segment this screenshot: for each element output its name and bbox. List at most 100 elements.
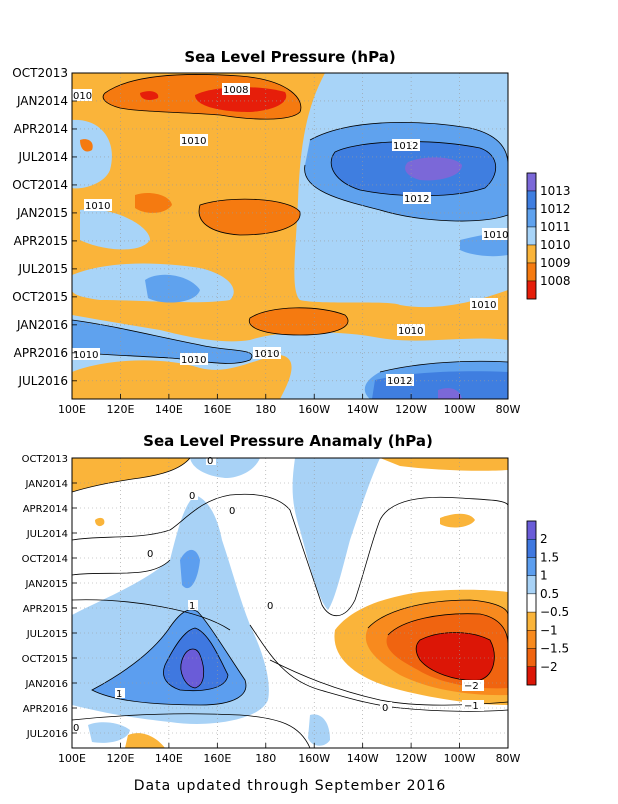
x-tick-label: 120E [106, 752, 134, 765]
x-tick-label: 100E [58, 752, 86, 765]
x-tick-label: 100E [58, 403, 86, 416]
legend-swatch [526, 262, 537, 282]
y-tick-label: OCT2013 [12, 66, 68, 80]
y-tick-label: JAN2016 [24, 679, 68, 690]
legend-swatch [526, 557, 537, 576]
y-tick-label: APR2016 [14, 346, 68, 360]
chart-2-frame [71, 457, 509, 749]
y-tick-label: OCT2015 [22, 654, 68, 665]
x-tick-label: 120E [106, 403, 134, 416]
chart-2-legend: 2 1.5 1 0.5 −0.5 −1 −1.5 −2 [526, 520, 569, 686]
contour-label: 0 [382, 703, 388, 714]
y-tick-label: APR2014 [23, 504, 68, 515]
legend-swatch [526, 226, 537, 246]
legend-swatch [526, 666, 537, 686]
legend-label: 1013 [540, 184, 571, 198]
x-tick-label: 100W [444, 403, 476, 416]
legend-label: 1012 [540, 202, 571, 216]
legend-swatch [526, 280, 537, 300]
legend-swatch [526, 539, 537, 558]
chart-1-x-ticks: 100E 120E 140E 160E 180 160W 140W 120W 100W 80W [58, 394, 521, 416]
legend-swatch [526, 190, 537, 210]
y-tick-label: JAN2014 [24, 479, 68, 490]
x-tick-label: 180 [255, 752, 276, 765]
legend-swatch [526, 593, 537, 613]
contour-label: 1010 [73, 350, 98, 361]
contour-label: 1 [116, 689, 122, 700]
contour-label: 0 [267, 601, 273, 612]
x-tick-label: 80W [496, 752, 521, 765]
contour-label: 1010 [471, 300, 496, 311]
x-tick-label: 180 [255, 403, 276, 416]
chart-2-contour-labels: 0 0 0 0 1 1 0 −2 −1 0 0 [72, 455, 484, 734]
contour-label: 0 [73, 723, 79, 734]
legend-label: 1 [540, 569, 548, 583]
x-tick-label: 140E [155, 752, 183, 765]
chart-1-gridlines [72, 73, 508, 399]
legend-label: 2 [540, 532, 548, 546]
y-tick-label: APR2015 [23, 604, 68, 615]
x-tick-label: 160W [298, 403, 330, 416]
y-tick-label: OCT2014 [22, 554, 68, 565]
x-tick-label: 140W [347, 752, 379, 765]
contour-label: −1 [464, 701, 479, 712]
y-tick-label: JAN2015 [24, 579, 68, 590]
y-tick-label: APR2015 [14, 234, 68, 248]
x-tick-label: 80W [496, 403, 521, 416]
legend-swatch [526, 208, 537, 228]
legend-swatch [526, 244, 537, 264]
contour-label: 1012 [387, 376, 412, 387]
chart-2-title: Sea Level Pressure Anamaly (hPa) [143, 432, 433, 450]
legend-frame [526, 172, 537, 300]
y-tick-label: APR2016 [23, 704, 68, 715]
x-tick-label: 120W [395, 403, 427, 416]
legend-label: 1008 [540, 274, 571, 288]
y-tick-label: OCT2015 [12, 290, 68, 304]
legend-label: 1.5 [540, 550, 559, 564]
contour-label: 1010 [254, 349, 279, 360]
contour-label: 1 [189, 601, 195, 612]
y-tick-label: OCT2013 [22, 454, 68, 465]
legend-label: 1011 [540, 220, 571, 234]
legend-label: 0.5 [540, 587, 559, 601]
y-tick-label: JUL2015 [17, 262, 68, 276]
contour-label: 0 [147, 549, 153, 560]
contour-label: 1010 [181, 355, 206, 366]
chart-1-frame [71, 72, 509, 400]
chart-2-gridlines [72, 458, 508, 748]
chart-1-y-ticks: OCT2013 JAN2014 APR2014 JUL2014 OCT2014 JAN20… [12, 66, 77, 388]
legend-swatch [526, 630, 537, 649]
y-tick-label: JAN2014 [16, 94, 68, 108]
x-tick-label: 160E [203, 403, 231, 416]
x-tick-label: 140W [347, 403, 379, 416]
contour-label: 0 [229, 506, 235, 517]
chart-2-y-ticks: OCT2013 JAN2014 APR2014 JUL2014 OCT2014 JAN20… [22, 454, 77, 740]
chart-2-x-ticks: 100E 120E 140E 160E 180 160W 140W 120W 100W 80W [58, 743, 521, 765]
legend-swatch [526, 520, 537, 540]
legend-swatch [526, 611, 537, 631]
contour-label: −2 [464, 681, 479, 692]
contour-label: 1010 [398, 326, 423, 337]
legend-label: 1009 [540, 256, 571, 270]
contour-label: 1010 [85, 201, 110, 212]
y-tick-label: APR2014 [14, 122, 68, 136]
contour-label: 1010 [483, 230, 508, 241]
x-tick-label: 160E [203, 752, 231, 765]
contour-label: 0 [189, 491, 195, 502]
contour-label: 1008 [223, 85, 248, 96]
y-tick-label: JUL2015 [26, 629, 68, 640]
contour-label: 010 [73, 91, 92, 102]
y-tick-label: OCT2014 [12, 178, 68, 192]
legend-label: −1.5 [540, 642, 569, 656]
legend-label: −1 [540, 623, 558, 637]
contour-label: 1010 [181, 136, 206, 147]
x-tick-label: 140E [155, 403, 183, 416]
x-tick-label: 120W [395, 752, 427, 765]
chart-1-contour-labels: 010 1008 1010 1012 1012 1010 1010 1010 1… [72, 83, 508, 387]
y-tick-label: JUL2016 [26, 729, 68, 740]
legend-swatch [526, 575, 537, 595]
legend-swatch [526, 172, 537, 192]
chart-2-field [72, 458, 508, 748]
legend-label: −2 [540, 660, 558, 674]
chart-1-field [72, 73, 508, 399]
